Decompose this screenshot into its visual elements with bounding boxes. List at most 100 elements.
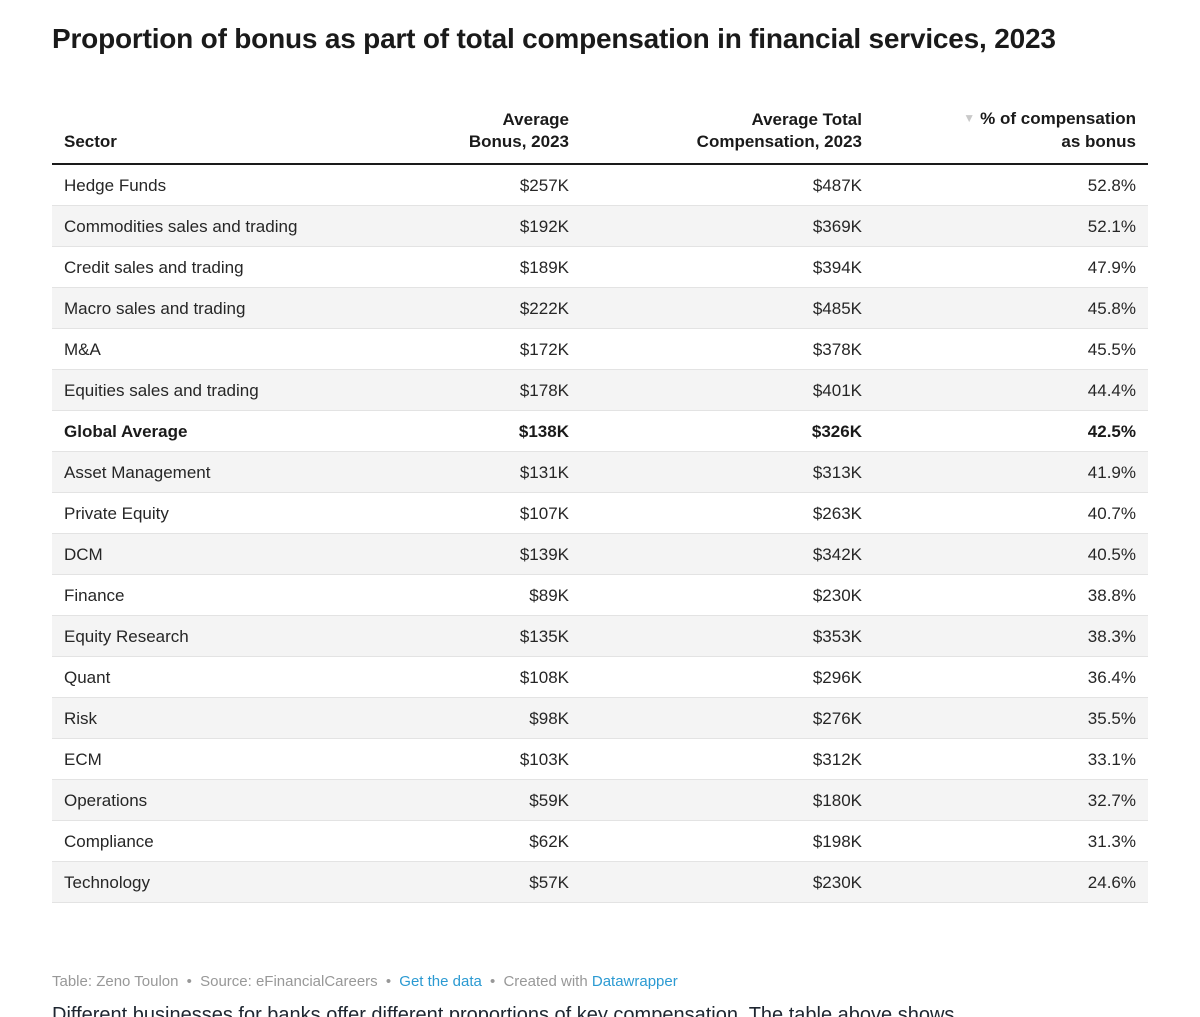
average-bonus-cell: $135K (519, 626, 569, 646)
table-row: Finance $89K $230K 38.8% (52, 575, 1148, 616)
average-bonus-cell: $257K (519, 175, 569, 195)
average-bonus-cell: $139K (519, 544, 569, 564)
column-header-label: Bonus, 2023 (468, 132, 569, 151)
pct-as-bonus-cell: 45.8% (1087, 298, 1136, 318)
average-bonus-cell: $108K (519, 667, 569, 687)
average-bonus-cell: $62K (529, 831, 569, 851)
sector-cell: Private Equity (64, 503, 169, 523)
average-total-compensation-cell: $230K (812, 585, 862, 605)
table-row: Technology $57K $230K 24.6% (52, 861, 1148, 903)
average-total-compensation-cell: $198K (812, 831, 862, 851)
table-row: Global Average $138K $326K 42.5% (52, 411, 1148, 452)
source-credit: Source: eFinancialCareers (200, 973, 378, 990)
table-row: Risk $98K $276K 35.5% (52, 697, 1148, 739)
average-bonus-cell: $172K (519, 339, 569, 359)
get-the-data-link[interactable]: Get the data (399, 973, 482, 990)
table-row: ECM $103K $312K 33.1% (52, 739, 1148, 780)
average-total-compensation-cell: $313K (812, 462, 862, 482)
average-total-compensation-cell: $312K (812, 749, 862, 769)
average-total-compensation-cell: $353K (812, 626, 862, 646)
pct-as-bonus-cell: 52.1% (1087, 216, 1136, 236)
sector-cell: Macro sales and trading (64, 298, 246, 318)
pct-as-bonus-cell: 38.8% (1087, 585, 1136, 605)
pct-as-bonus-cell: 31.3% (1087, 831, 1136, 851)
average-total-compensation-cell: $263K (812, 503, 862, 523)
table-row: Private Equity $107K $263K 40.7% (52, 493, 1148, 534)
pct-as-bonus-cell: 41.9% (1087, 462, 1136, 482)
pct-as-bonus-cell: 36.4% (1087, 667, 1136, 687)
average-bonus-cell: $131K (519, 462, 569, 482)
clipped-body-paragraph: Different businesses for banks offer dif… (52, 1004, 955, 1017)
average-bonus-cell: $98K (529, 708, 569, 728)
column-header-pct-compensation-as-bonus[interactable]: ▼ % of compensation as bonus (874, 108, 1148, 164)
attribution-footer: Table: Zeno Toulon • Source: eFinancialC… (52, 972, 678, 992)
sector-cell: Technology (64, 872, 151, 892)
footer-separator: • (186, 973, 192, 990)
average-bonus-cell: $178K (519, 380, 569, 400)
datawrapper-link[interactable]: Datawrapper (591, 973, 678, 990)
pct-as-bonus-cell: 44.4% (1087, 380, 1136, 400)
average-total-compensation-cell: $369K (812, 216, 862, 236)
average-total-compensation-cell: $401K (812, 380, 862, 400)
table-credit: Table: Zeno Toulon (52, 973, 179, 990)
sort-descending-icon: ▼ (963, 111, 976, 125)
pct-as-bonus-cell: 40.7% (1087, 503, 1136, 523)
column-header-average-total-compensation[interactable]: Average Total Compensation, 2023 (581, 108, 874, 164)
compensation-table: Sector Average Bonus, 2023 Average Total… (52, 108, 1148, 903)
pct-as-bonus-cell: 33.1% (1087, 749, 1136, 769)
pct-as-bonus-cell: 35.5% (1087, 708, 1136, 728)
created-with-label: Created with (503, 973, 588, 990)
average-total-compensation-cell: $342K (812, 544, 862, 564)
sector-cell: Asset Management (64, 462, 211, 482)
table-row: DCM $139K $342K 40.5% (52, 533, 1148, 575)
sector-cell: M&A (64, 339, 101, 359)
sector-cell: Hedge Funds (64, 175, 167, 195)
sector-cell: Compliance (64, 831, 154, 851)
sector-cell: Quant (64, 667, 111, 687)
table-row: Commodities sales and trading $192K $369K 5… (52, 205, 1148, 247)
sector-cell: ECM (64, 749, 102, 769)
sector-cell: Credit sales and trading (64, 257, 244, 277)
average-total-compensation-cell: $394K (812, 257, 862, 277)
sector-cell: Equities sales and trading (64, 380, 259, 400)
average-bonus-cell: $59K (529, 790, 569, 810)
average-total-compensation-cell: $276K (812, 708, 862, 728)
average-total-compensation-cell: $378K (812, 339, 862, 359)
sector-cell: Global Average (64, 421, 188, 441)
pct-as-bonus-cell: 32.7% (1087, 790, 1136, 810)
table-header: Sector Average Bonus, 2023 Average Total… (52, 108, 1148, 164)
column-header-label: Average (502, 110, 569, 129)
pct-as-bonus-cell: 45.5% (1087, 339, 1136, 359)
average-total-compensation-cell: $180K (812, 790, 862, 810)
sector-cell: Commodities sales and trading (64, 216, 298, 236)
average-bonus-cell: $222K (519, 298, 569, 318)
footer-separator: • (490, 973, 496, 990)
sector-cell: DCM (64, 544, 103, 564)
average-bonus-cell: $192K (519, 216, 569, 236)
sector-cell: Equity Research (64, 626, 189, 646)
sector-cell: Operations (64, 790, 148, 810)
average-bonus-cell: $107K (519, 503, 569, 523)
average-total-compensation-cell: $485K (812, 298, 862, 318)
average-bonus-cell: $57K (529, 872, 569, 892)
footer-separator: • (385, 973, 392, 990)
pct-as-bonus-cell: 24.6% (1087, 872, 1136, 892)
pct-as-bonus-cell: 38.3% (1087, 626, 1136, 646)
average-total-compensation-cell: $296K (812, 667, 862, 687)
table-row: Hedge Funds $257K $487K 52.8% (52, 164, 1148, 206)
column-header-label: Average Total (751, 110, 862, 129)
average-bonus-cell: $189K (519, 257, 569, 277)
pct-as-bonus-cell: 52.8% (1087, 175, 1136, 195)
page-title: Proportion of bonus as part of total com… (52, 23, 1056, 54)
column-header-sector[interactable]: Sector (52, 108, 382, 164)
pct-as-bonus-cell: 40.5% (1087, 544, 1136, 564)
table-row: M&A $172K $378K 45.5% (52, 329, 1148, 370)
table-row: Operations $59K $180K 32.7% (52, 779, 1148, 821)
column-header-label: Compensation, 2023 (696, 132, 862, 151)
table-row: Equity Research $135K $353K 38.3% (52, 615, 1148, 657)
column-header-average-bonus[interactable]: Average Bonus, 2023 (382, 108, 581, 164)
column-header-label: as bonus (1061, 132, 1136, 151)
table-row: Asset Management $131K $313K 41.9% (52, 451, 1148, 493)
average-bonus-cell: $138K (518, 421, 569, 441)
